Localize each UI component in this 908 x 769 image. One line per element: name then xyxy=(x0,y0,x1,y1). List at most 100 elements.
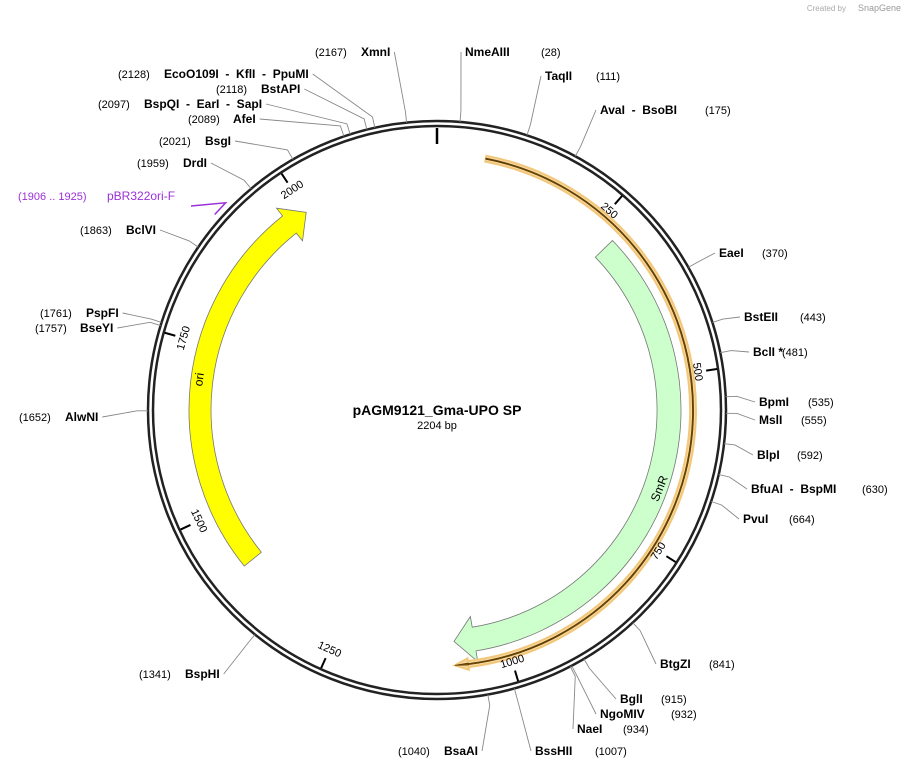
site-name: BsgI xyxy=(205,134,231,148)
site-position: (915) xyxy=(661,694,687,706)
site-name: BseYI xyxy=(80,321,113,335)
site-position: (932) xyxy=(671,709,697,721)
site-leader xyxy=(259,118,345,137)
site-name: BclVI xyxy=(126,223,156,237)
site-name: BpmI xyxy=(759,395,789,409)
primer-range: (1906 .. 1925) xyxy=(18,191,87,203)
site-position: (630) xyxy=(862,484,888,496)
site-name: AfeI xyxy=(233,112,256,126)
site-position: (664) xyxy=(789,514,815,526)
site-leader xyxy=(583,658,617,700)
site-leader xyxy=(720,350,750,354)
site-position: (111) xyxy=(596,71,620,83)
tick-label: 2000 xyxy=(279,178,306,201)
site-leader xyxy=(159,229,199,248)
feature-ori xyxy=(188,207,307,567)
plasmid-length: 2204 bp xyxy=(417,420,457,432)
site-position: (2118) xyxy=(216,84,247,96)
primer-mark xyxy=(190,201,228,216)
backbone-outer xyxy=(146,119,728,701)
site-leader xyxy=(223,634,256,675)
site-name: DrdI xyxy=(183,156,207,170)
site-leader xyxy=(526,75,542,136)
site-position: (934) xyxy=(623,724,649,736)
site-leader xyxy=(102,410,149,418)
tick-mark xyxy=(705,368,718,372)
site-leader xyxy=(393,51,408,123)
site-name: BtgZI xyxy=(660,657,691,671)
feature-label: ori xyxy=(191,372,207,387)
site-leader xyxy=(304,88,368,130)
site-leader xyxy=(718,474,748,490)
site-position: (481) xyxy=(782,347,808,359)
watermark-prefix: Created by xyxy=(807,4,846,13)
site-name: BglI xyxy=(620,692,643,706)
site-leader xyxy=(712,316,741,323)
site-position: (443) xyxy=(800,312,826,324)
site-name: NgoMIV xyxy=(600,707,645,721)
plasmid-name: pAGM9121_Gma-UPO SP xyxy=(353,402,522,418)
site-position: (1959) xyxy=(137,158,169,170)
tick-mark xyxy=(665,555,677,563)
orf xyxy=(454,157,694,666)
tick-label: 1500 xyxy=(188,507,209,534)
site-position: (1652) xyxy=(19,412,51,424)
site-leader xyxy=(234,140,294,160)
site-position: (2021) xyxy=(159,136,191,148)
site-name: BsaAI xyxy=(444,744,478,758)
site-name: BspQI - EarI - SapI xyxy=(144,97,262,111)
watermark-brand: SnapGene xyxy=(858,3,901,13)
site-position: (370) xyxy=(762,248,788,260)
site-leader xyxy=(725,395,756,403)
site-name: TaqII xyxy=(545,69,572,83)
site-position: (2128) xyxy=(118,69,150,81)
site-name: EaeI xyxy=(719,246,744,260)
site-position: (1007) xyxy=(595,746,627,758)
tick-label: 500 xyxy=(690,362,705,382)
site-name: PvuI xyxy=(743,512,768,526)
site-leader xyxy=(725,412,756,421)
primer-name: pBR322ori-F xyxy=(107,189,175,203)
backbone-inner xyxy=(151,124,723,696)
site-leader xyxy=(569,666,576,730)
site-name: BlpI xyxy=(757,448,780,462)
tick-mark xyxy=(164,331,176,337)
site-leader xyxy=(265,103,351,135)
site-position: (28) xyxy=(541,47,561,59)
site-position: (1761) xyxy=(40,308,72,320)
site-name: BstAPI xyxy=(261,82,300,96)
site-position: (1757) xyxy=(35,323,67,335)
site-position: (555) xyxy=(801,415,827,427)
site-name: BspHI xyxy=(185,667,220,681)
tick-mark xyxy=(280,172,289,184)
features xyxy=(188,154,697,672)
site-name: AvaI - BsoBI xyxy=(600,103,677,117)
site-position: (1341) xyxy=(139,669,171,681)
site-leader xyxy=(459,51,462,122)
site-leader xyxy=(312,73,376,128)
site-position: (2167) xyxy=(315,47,347,59)
site-position: (535) xyxy=(808,397,834,409)
site-position: (2089) xyxy=(188,114,220,126)
site-position: (1863) xyxy=(80,225,112,237)
site-name: BssHII xyxy=(535,744,572,758)
tick-label: 1250 xyxy=(316,639,343,660)
site-position: (592) xyxy=(797,450,823,462)
site-name: BfuAI - BspMI xyxy=(751,482,836,496)
site-leader xyxy=(210,162,252,189)
site-name: PspFI xyxy=(86,306,119,320)
site-position: (841) xyxy=(709,659,735,671)
site-leader xyxy=(723,443,754,456)
site-leader xyxy=(122,312,162,323)
site-name: NmeAIII xyxy=(465,45,510,59)
site-leader xyxy=(481,694,491,752)
site-leader xyxy=(710,501,740,520)
site-leader xyxy=(574,109,597,157)
site-position: (175) xyxy=(705,105,731,117)
tick-mark xyxy=(180,524,191,531)
site-leader xyxy=(117,321,161,329)
site-name: AlwNI xyxy=(65,410,98,424)
site-name: MslI xyxy=(759,413,782,427)
site-leader xyxy=(571,665,597,715)
